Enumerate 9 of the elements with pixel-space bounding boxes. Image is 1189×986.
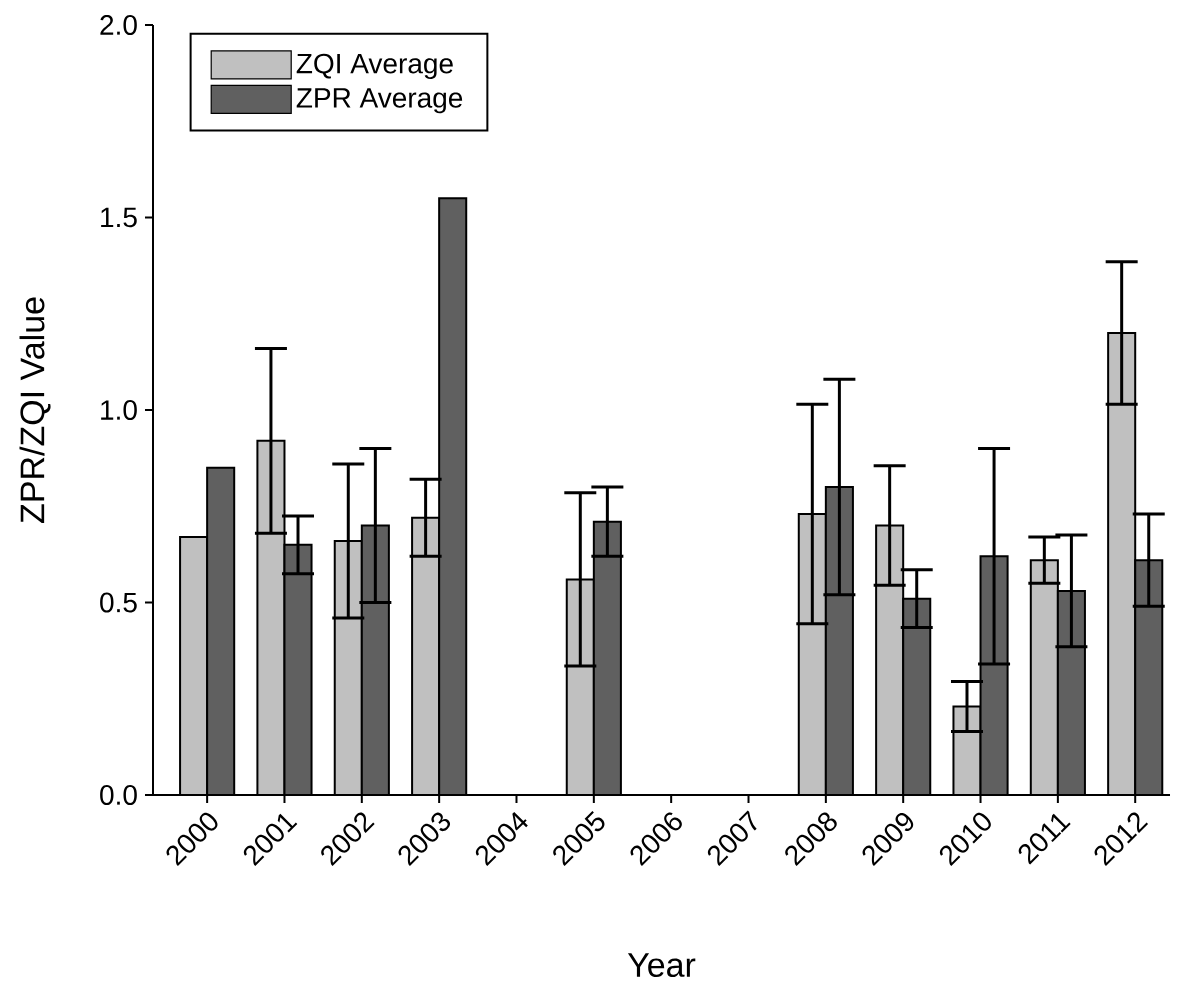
y-tick-label: 1.0 [101,400,137,420]
y-tick-label: 1.5 [101,207,137,228]
y-axis-title: ZPR/ZQI Value [19,297,51,523]
y-tick-label: 2.0 [100,15,137,35]
legend-label: ZQI Average [296,53,453,80]
y-tick-label: 0.5 [100,592,137,613]
x-axis-title: Year [627,953,696,978]
y-tick-label: 0.0 [100,785,137,805]
legend-label: ZPR Average [296,88,463,114]
